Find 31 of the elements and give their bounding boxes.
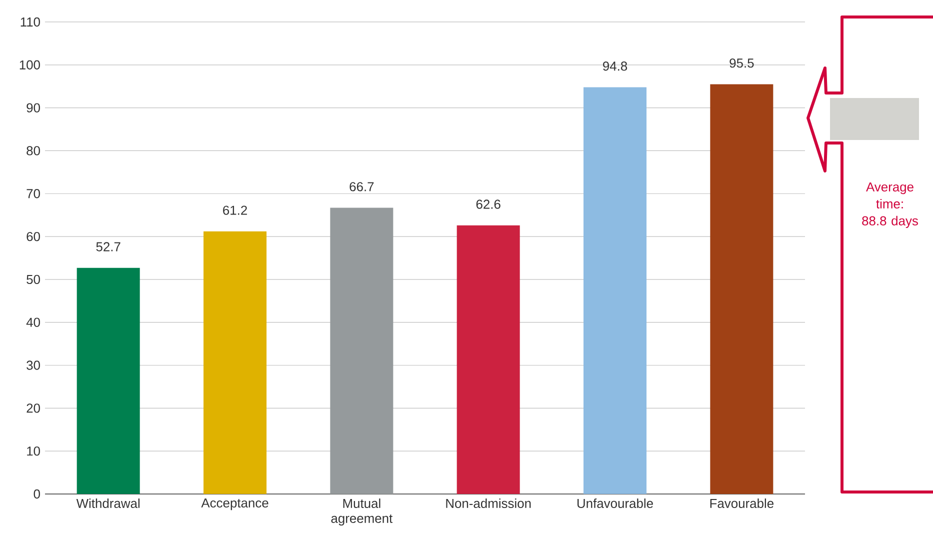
bar: [330, 208, 394, 494]
x-tick-label: Favourable: [710, 498, 774, 508]
y-tick-label: 110: [20, 17, 40, 27]
data-label: 61.2: [223, 206, 247, 215]
y-tick-label: 100: [20, 60, 40, 70]
y-tick-label: 0: [34, 489, 40, 499]
bar: [76, 268, 140, 494]
y-tick-label: 60: [26, 232, 40, 242]
x-tick-label: Non-admission: [446, 498, 531, 508]
bar: [204, 231, 267, 494]
x-tick-label: Mutual agreement: [331, 498, 393, 526]
data-label: 66.7: [350, 182, 374, 192]
y-tick-label: 80: [26, 146, 40, 156]
bar: [456, 225, 520, 494]
data-label: 62.6: [476, 200, 500, 209]
data-label: 52.7: [96, 242, 120, 252]
y-tick-label: 20: [26, 404, 40, 413]
y-tick-label: 30: [26, 360, 40, 370]
data-label: 95.5: [730, 58, 754, 68]
y-tick-label: 40: [26, 318, 40, 327]
bar: [710, 84, 774, 494]
data-label: 94.8: [603, 62, 628, 71]
y-tick-label: 70: [26, 189, 40, 198]
y-tick-label: 90: [26, 103, 40, 112]
x-tick-label: Withdrawal: [76, 498, 140, 508]
text: Average time: 88.8 days: [862, 182, 918, 228]
x-tick-label: Unfavourable: [577, 498, 653, 508]
bar: [584, 87, 647, 494]
y-tick-label: 10: [27, 446, 40, 456]
y-tick-label: 50: [26, 274, 40, 284]
x-tick-label: Acceptance: [201, 498, 268, 510]
